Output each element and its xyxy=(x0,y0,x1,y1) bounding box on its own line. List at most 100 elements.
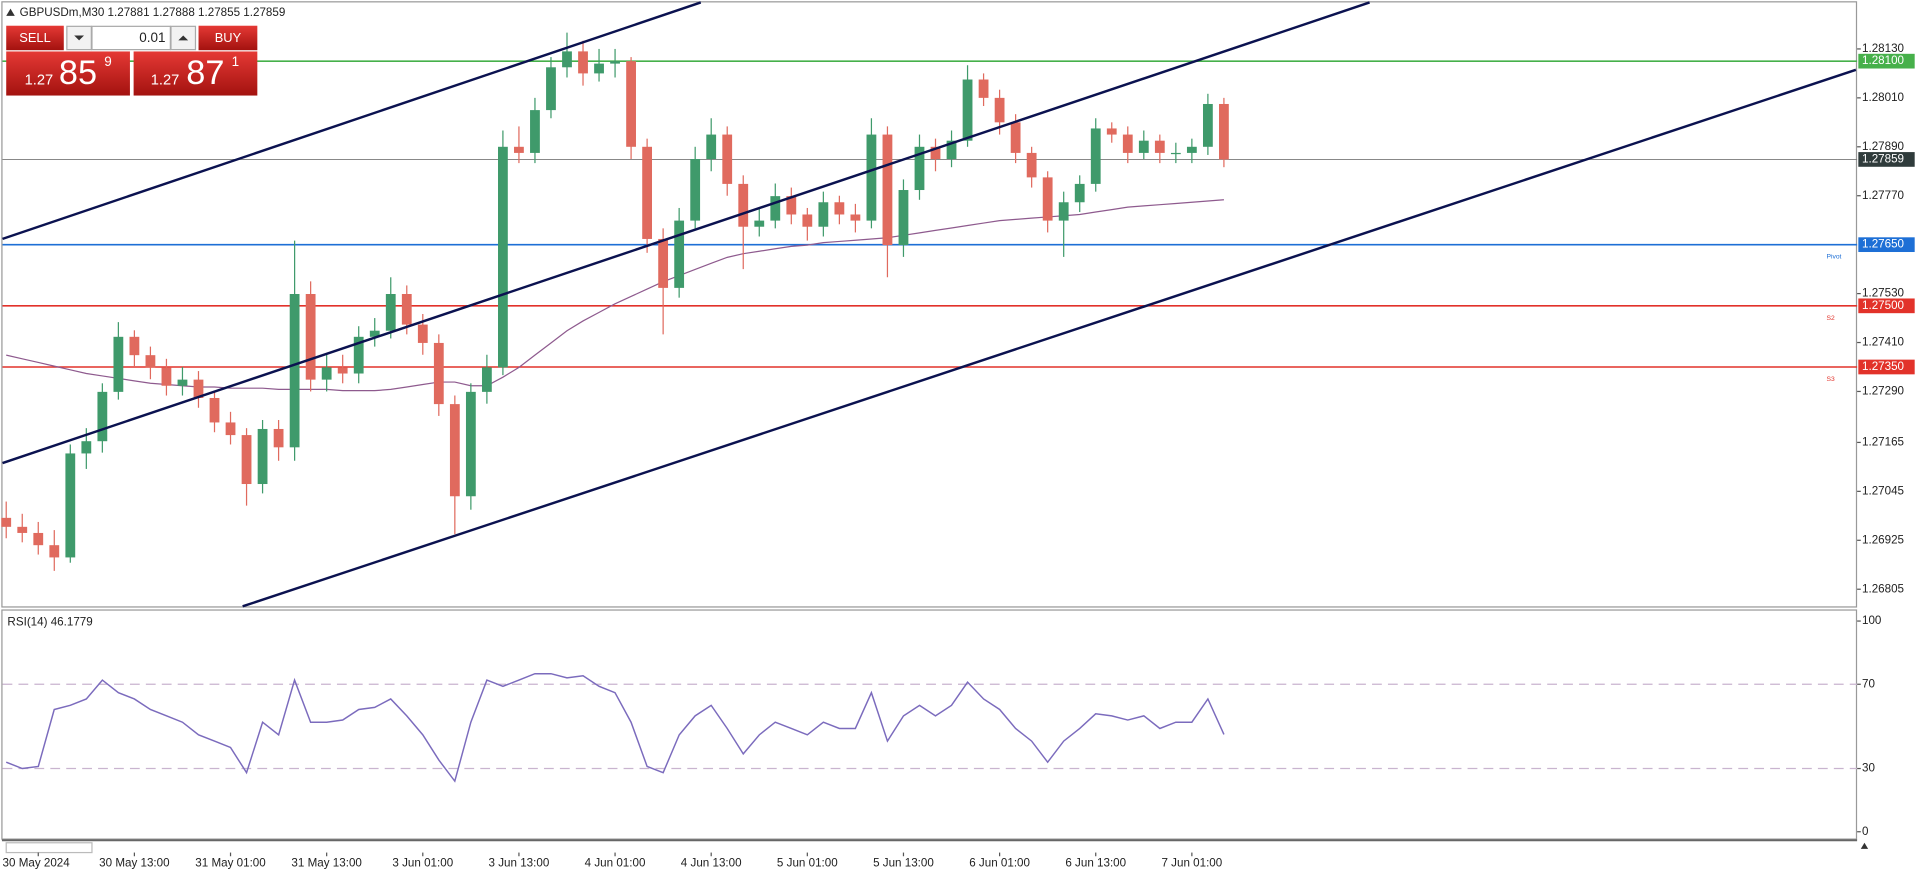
symbol-header: GBPUSDm,M30 1.27881 1.27888 1.27855 1.27… xyxy=(20,6,286,19)
scroll-icon[interactable] xyxy=(1860,842,1869,849)
candle-body xyxy=(962,79,973,141)
arrow-up xyxy=(178,35,189,41)
candle-body xyxy=(754,220,765,227)
candle-body xyxy=(321,367,332,380)
x-tick-label: 30 May 13:00 xyxy=(99,857,170,870)
candle-body xyxy=(626,61,636,147)
buy-button[interactable] xyxy=(198,25,258,51)
level-tag: S2 xyxy=(1826,315,1834,322)
x-tick-label: 30 May 2024 xyxy=(3,857,71,870)
candle-body xyxy=(289,294,300,448)
sell-label: SELL xyxy=(19,30,50,45)
candle-body xyxy=(177,379,188,386)
candle-body xyxy=(1170,152,1181,155)
candle-body xyxy=(1186,146,1197,153)
price-level-label: 1.27350 xyxy=(1862,360,1905,373)
candle-body xyxy=(1122,134,1133,153)
candle-body xyxy=(642,146,653,239)
candle-body xyxy=(946,140,957,160)
footer-tab[interactable] xyxy=(5,842,93,854)
price-level-tag-box xyxy=(1858,152,1915,167)
candle-body xyxy=(738,183,749,227)
candle-body xyxy=(81,441,92,454)
candle-body xyxy=(33,532,44,546)
candle-body xyxy=(834,202,845,215)
candle-body xyxy=(401,294,412,325)
channel-line xyxy=(242,68,1857,608)
candle-body xyxy=(385,294,396,331)
candle-body xyxy=(914,146,925,191)
candle-body xyxy=(1219,103,1229,160)
x-tick-label: 5 Jun 13:00 xyxy=(873,857,934,870)
x-tick-label: 6 Jun 13:00 xyxy=(1065,857,1126,870)
ask-sup: 1 xyxy=(232,54,240,69)
candle-body xyxy=(690,159,701,221)
candle-body xyxy=(546,67,556,111)
candle-body xyxy=(786,196,797,215)
candle-body xyxy=(594,63,604,74)
candle-body xyxy=(65,453,76,558)
collapse-icon[interactable] xyxy=(6,8,15,16)
candle-body xyxy=(417,324,428,343)
price-level-tag-box xyxy=(1858,298,1915,314)
candle-body xyxy=(530,110,540,153)
bid-main: 85 xyxy=(59,54,97,92)
candle-body xyxy=(1154,140,1165,153)
candle-body xyxy=(994,97,1005,123)
rsi-label: RSI(14) 46.1779 xyxy=(7,615,92,628)
candle-body xyxy=(498,146,508,368)
price-level-label: 1.27500 xyxy=(1862,299,1905,312)
y-tick-label: 1.27290 xyxy=(1862,385,1905,398)
bid-box[interactable] xyxy=(6,51,130,96)
bid-sup: 9 xyxy=(104,54,112,69)
candle-body xyxy=(930,146,941,160)
trend-channel xyxy=(2,1,1857,608)
candle-body xyxy=(1074,183,1085,203)
candle-body xyxy=(257,428,268,485)
channel-line xyxy=(2,1,702,241)
x-tick-label: 3 Jun 01:00 xyxy=(392,857,453,870)
y-tick-label: 1.27045 xyxy=(1862,484,1904,497)
ask-box[interactable] xyxy=(133,51,258,96)
candle-body xyxy=(305,294,316,380)
ask-prefix: 1.27 xyxy=(151,73,180,89)
candle-body xyxy=(850,214,861,221)
rsi-pane xyxy=(1,609,1858,840)
candle-body xyxy=(978,79,989,98)
candle-body xyxy=(449,404,460,497)
sell-button[interactable] xyxy=(6,25,64,51)
x-tick-label: 7 Jun 01:00 xyxy=(1161,857,1222,870)
candle-body xyxy=(706,134,717,160)
price-level-tag-box xyxy=(1858,53,1915,69)
candle-body xyxy=(209,397,220,423)
rsi-tick-label: 30 xyxy=(1862,762,1875,775)
price-level-label: 1.27650 xyxy=(1862,238,1905,251)
volume-value: 0.01 xyxy=(139,30,165,45)
level-tag: S3 xyxy=(1826,376,1834,383)
y-tick-label: 1.28130 xyxy=(1862,42,1905,55)
candle-body xyxy=(1058,202,1069,221)
candle-body xyxy=(225,422,236,436)
candle-body xyxy=(481,367,492,392)
candle-body xyxy=(1010,122,1021,153)
candle-body xyxy=(17,526,28,533)
x-tick-label: 31 May 01:00 xyxy=(195,857,266,870)
trade-panel: SELL 0.01 BUY 1.27 85 9 1.27 87 1 xyxy=(6,25,258,96)
plot-layer xyxy=(1,32,1858,571)
arrow-down xyxy=(74,35,84,41)
y-tick-label: 1.26805 xyxy=(1862,582,1904,595)
x-tick-label: 3 Jun 13:00 xyxy=(489,857,550,870)
y-tick-label: 1.27530 xyxy=(1862,287,1905,300)
candle-body xyxy=(818,202,829,227)
y-tick-label: 1.28010 xyxy=(1862,91,1905,104)
candle-body xyxy=(1026,152,1037,178)
candle-body xyxy=(1202,103,1213,147)
candle-body xyxy=(866,134,877,221)
price-level-label: 1.27859 xyxy=(1862,153,1904,166)
candle-body xyxy=(722,134,733,184)
candle-body xyxy=(1090,128,1101,184)
candle-body xyxy=(1138,140,1149,153)
ask-main: 87 xyxy=(186,54,224,92)
